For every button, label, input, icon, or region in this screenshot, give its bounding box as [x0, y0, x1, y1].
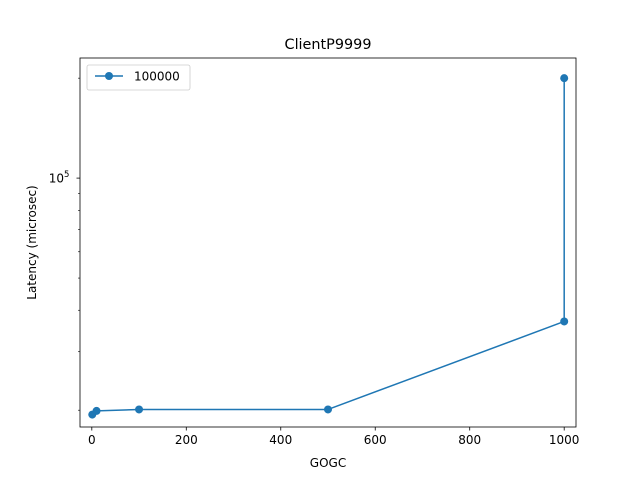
y-axis: 10 5 [49, 77, 80, 411]
y-tick-label: 10 [49, 172, 64, 186]
x-tick-label: 800 [458, 433, 481, 447]
axes-frame [79, 57, 577, 428]
data-point [92, 406, 101, 415]
plot-area [88, 74, 569, 419]
chart-title: ClientP9999 [285, 37, 372, 53]
data-point [135, 405, 144, 414]
legend-frame [86, 64, 191, 91]
x-tick-label: 0 [88, 433, 96, 447]
legend-entry-label: 100000 [134, 70, 180, 84]
data-point [324, 405, 332, 414]
x-tick-label: 600 [364, 433, 387, 447]
legend-point-marker [105, 72, 113, 80]
x-tick-label: 200 [175, 433, 198, 447]
x-tick-label: 1000 [549, 433, 580, 447]
x-axis-label: GOGC [310, 456, 346, 470]
y-tick-label-exponent: 5 [64, 170, 69, 180]
data-point [560, 74, 569, 83]
legend: 100000 [86, 64, 191, 91]
x-tick-label: 400 [269, 433, 292, 447]
x-axis: 0 200 400 600 800 1000 [88, 427, 579, 447]
data-point [560, 317, 569, 326]
y-axis-label: Latency (microsec) [25, 185, 39, 299]
